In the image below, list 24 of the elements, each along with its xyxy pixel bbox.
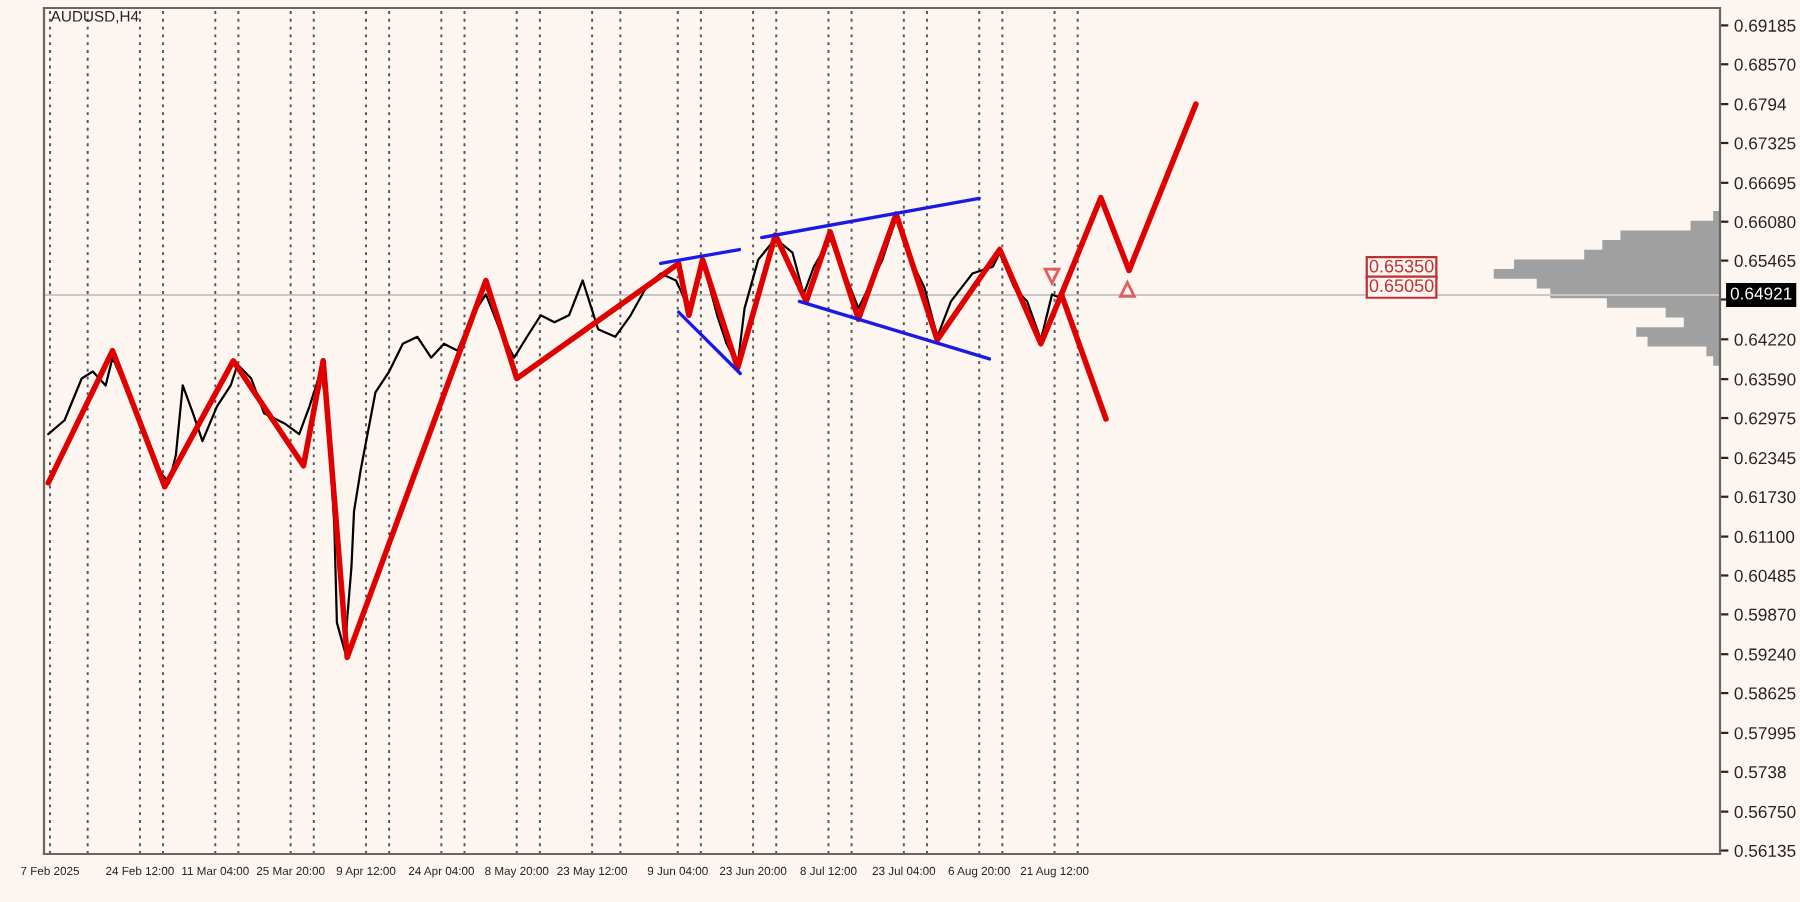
y-tick-label: 0.64220	[1734, 333, 1796, 346]
y-tick-label: 0.67325	[1734, 137, 1796, 150]
y-tick-label: 0.58625	[1734, 687, 1796, 700]
y-tick-label: 0.61100	[1734, 530, 1795, 543]
y-tick-label: 0.61730	[1734, 490, 1796, 504]
y-tick-label: 0.69185	[1734, 19, 1796, 32]
y-tick-label: 0.56135	[1734, 844, 1796, 857]
y-tick-label: 0.5738	[1734, 766, 1786, 779]
y-tick-label: 0.62975	[1734, 412, 1796, 425]
y-tick-label: 0.60485	[1734, 569, 1796, 582]
y-tick-label: 0.66695	[1734, 177, 1796, 190]
y-tick-label: 0.68570	[1734, 58, 1796, 71]
y-tick-label: 0.57995	[1734, 727, 1796, 740]
y-tick-label: 0.62345	[1734, 452, 1796, 465]
annotation: 0.65350	[1369, 259, 1434, 273]
y-tick-label: 0.65465	[1734, 254, 1796, 268]
y-tick-label: 0.59240	[1734, 648, 1796, 661]
y-tick-label: 0.59870	[1734, 608, 1796, 621]
y-tick-label: 0.6794	[1734, 98, 1787, 111]
y-tick-label: 0.56750	[1734, 805, 1796, 819]
y-tick-label: 0.66080	[1734, 215, 1796, 229]
y-tick-label: 0.63590	[1734, 373, 1796, 386]
annotation: 0.65050	[1369, 279, 1434, 293]
ref-line-label: 0.64921	[1730, 287, 1792, 300]
